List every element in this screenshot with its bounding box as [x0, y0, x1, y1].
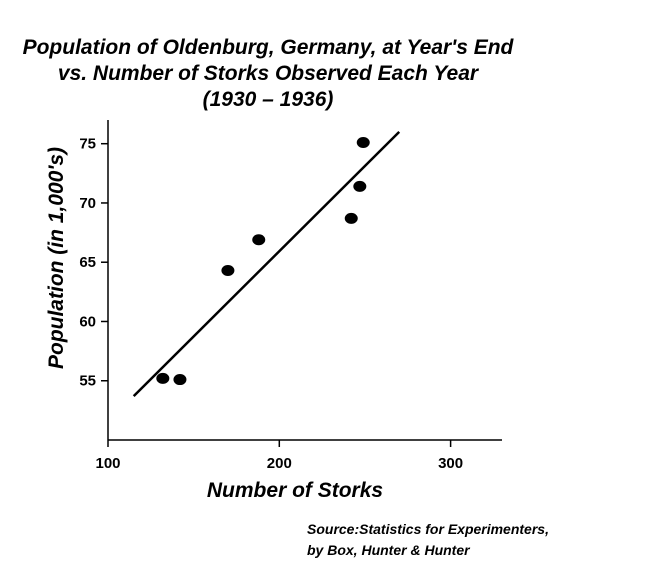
data-point-2: [173, 374, 187, 386]
x-tick-label-200: 200: [267, 455, 292, 472]
data-point-7: [356, 137, 370, 149]
trend-line: [132, 130, 401, 398]
y-tick-label-70: 70: [79, 195, 96, 212]
source-line-2: by Box, Hunter & Hunter: [307, 542, 471, 558]
y-tick-label-60: 60: [79, 313, 96, 330]
chart-title-line-3: (1930 – 1936): [203, 88, 334, 111]
plot-area: 55 60 65 70 75 100 200 300: [79, 120, 502, 472]
data-point-3: [221, 265, 235, 277]
x-tick-label-300: 300: [438, 455, 463, 472]
chart-title-line-1: Population of Oldenburg, Germany, at Yea…: [23, 36, 515, 59]
data-point-1: [156, 372, 170, 384]
source-line-1: Source:Statistics for Experimenters,: [307, 521, 549, 537]
y-tick-label-75: 75: [79, 136, 96, 153]
source-note: Source:Statistics for Experimenters, by …: [307, 521, 549, 558]
y-ticks: 55 60 65 70 75: [79, 136, 108, 390]
data-point-4: [252, 234, 266, 246]
chart-title-line-2: vs. Number of Storks Observed Each Year: [58, 62, 480, 85]
x-ticks: 100 200 300: [95, 440, 463, 472]
x-tick-label-100: 100: [95, 455, 120, 472]
chart-title: Population of Oldenburg, Germany, at Yea…: [23, 36, 515, 111]
data-point-5: [344, 212, 358, 224]
x-axis-title: Number of Storks: [207, 479, 383, 502]
data-point-6: [353, 180, 367, 192]
data-points: [156, 137, 370, 386]
y-tick-label-55: 55: [79, 373, 96, 390]
y-axis-title: Population (in 1,000's): [45, 147, 68, 369]
y-tick-label-65: 65: [79, 254, 96, 271]
